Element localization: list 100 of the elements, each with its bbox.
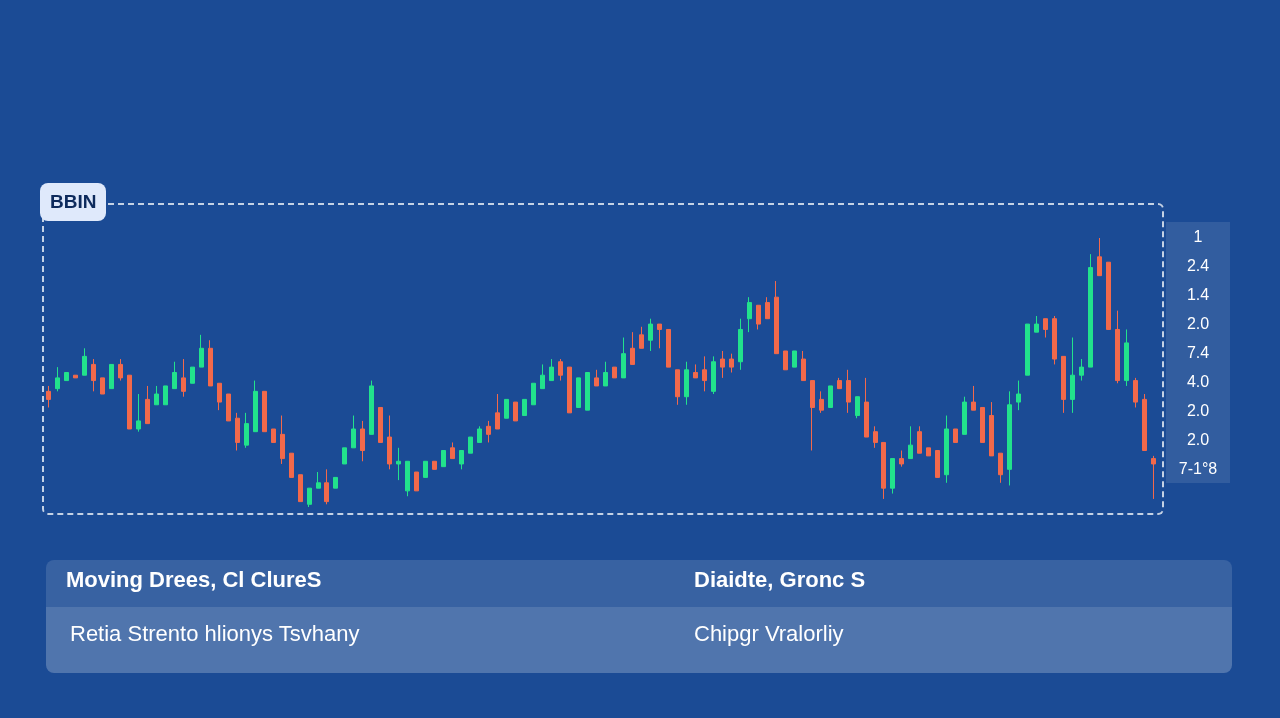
- candlestick: [118, 358, 123, 382]
- candlestick: [1070, 337, 1075, 414]
- candlestick: [495, 393, 500, 430]
- candlestick: [846, 369, 851, 414]
- candlestick: [360, 420, 365, 462]
- text: 2.0: [1185, 401, 1211, 421]
- candlestick: [890, 458, 895, 495]
- candlestick: [127, 374, 132, 430]
- text: Retia Strento hlionys Tsvhany: [70, 621, 360, 647]
- candlestick: [711, 355, 716, 395]
- candlestick: [235, 412, 240, 452]
- chart-title: BBIN: [40, 183, 107, 221]
- candlestick: [567, 366, 572, 414]
- candlestick: [298, 474, 303, 503]
- candlestick: [342, 447, 347, 465]
- text: 7-1°8: [1177, 459, 1219, 479]
- text: 7.4: [1185, 343, 1211, 363]
- candlestick: [136, 393, 141, 433]
- candlestick: [217, 382, 222, 411]
- candlestick: [1133, 377, 1138, 408]
- candlestick: [908, 425, 913, 460]
- candlestick: [540, 363, 545, 390]
- candlestick: [109, 363, 114, 390]
- candlestick: [971, 385, 976, 411]
- candlestick: [163, 385, 168, 406]
- text: 2.4: [1185, 256, 1211, 276]
- candlestick: [828, 385, 833, 408]
- candlestick: [468, 436, 473, 454]
- candlestick: [280, 415, 285, 465]
- candlestick: [271, 428, 276, 443]
- candlestick: [1007, 390, 1012, 486]
- candlestick: [792, 350, 797, 368]
- candlestick: [46, 385, 51, 408]
- candlestick: [558, 358, 563, 382]
- text: 1.4: [1185, 285, 1211, 305]
- candlestick: [333, 476, 338, 489]
- candlestick: [738, 318, 743, 371]
- text: Chipgr Vralorliy: [694, 621, 844, 647]
- candlestick: [486, 420, 491, 443]
- candlestick: [1079, 358, 1084, 382]
- candlestick: [801, 350, 806, 382]
- text: Diaidte, Gronc S: [694, 567, 866, 593]
- candlestick: [405, 460, 410, 497]
- candlestick: [226, 393, 231, 422]
- candlestick: [747, 296, 752, 333]
- candlestick: [998, 452, 1003, 484]
- candlestick: [585, 372, 590, 411]
- text: 4.0: [1185, 372, 1211, 392]
- candlestick: [199, 334, 204, 368]
- candlestick: [387, 415, 392, 470]
- candlestick: [729, 353, 734, 373]
- candlestick: [55, 366, 60, 392]
- candlestick: [307, 487, 312, 508]
- candlestick: [576, 377, 581, 408]
- candlestick: [549, 358, 554, 382]
- candlestick: [917, 425, 922, 454]
- candlestick: [64, 372, 69, 382]
- candlestick: [208, 339, 213, 387]
- candlestick: [1151, 455, 1156, 500]
- candlestick: [414, 471, 419, 492]
- candlestick: [145, 385, 150, 425]
- candlestick: [926, 447, 931, 457]
- candlestick: [702, 355, 707, 392]
- candlestick: [289, 452, 294, 478]
- candlestick: [369, 380, 374, 435]
- candlestick: [935, 450, 940, 478]
- text: 2.0: [1185, 314, 1211, 334]
- candlestick: [324, 468, 329, 505]
- candlestick: [253, 380, 258, 433]
- candlestick: [450, 441, 455, 460]
- candlestick: [603, 361, 608, 387]
- candlestick: [477, 425, 482, 443]
- candlestick: [621, 337, 626, 379]
- candlestick: [666, 328, 671, 368]
- candlestick: [765, 296, 770, 320]
- candlestick: [1052, 315, 1057, 365]
- candlestick: [262, 390, 267, 433]
- candlestick: [837, 377, 842, 390]
- candlestick: [432, 460, 437, 470]
- candlestick: [316, 471, 321, 489]
- candlestick: [154, 385, 159, 406]
- candlestick: [639, 326, 644, 349]
- candlestick: [91, 358, 96, 392]
- candlestick: [630, 331, 635, 365]
- candlestick: [1106, 261, 1111, 330]
- candlestick: [522, 398, 527, 417]
- candlestick: [244, 412, 249, 449]
- candlestick: [172, 361, 177, 390]
- candlestick: [980, 406, 985, 443]
- candlestick: [504, 398, 509, 419]
- candlestick: [648, 318, 653, 352]
- candlestick: [810, 380, 815, 452]
- candlestick: [783, 350, 788, 371]
- candlestick: [441, 450, 446, 468]
- candlestick: [190, 366, 195, 384]
- candlestick: [1061, 355, 1066, 414]
- candlestick: [819, 390, 824, 414]
- candlestick: [396, 447, 401, 481]
- candlestick: [82, 347, 87, 376]
- candlestick: [684, 361, 689, 406]
